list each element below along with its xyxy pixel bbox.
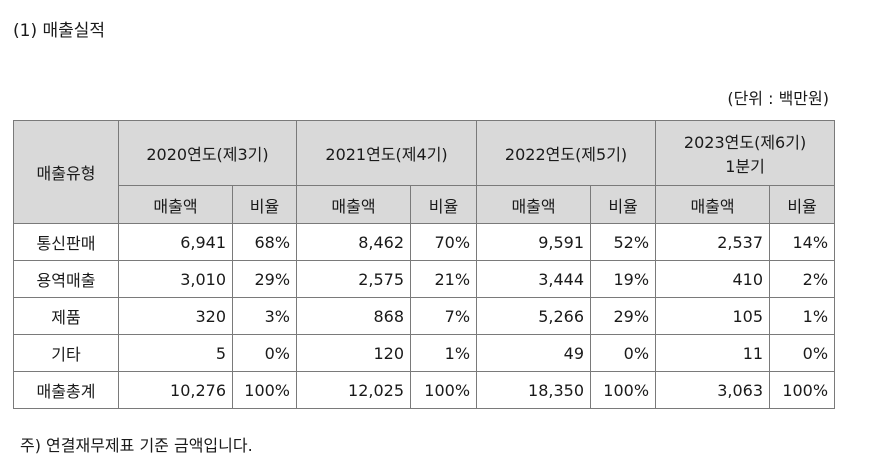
period-header-row: 매출유형 2020연도(제3기) 2021연도(제4기) 2022연도(제5기)… — [13, 120, 836, 224]
period-header-2022: 2022연도(제5기) — [476, 120, 657, 186]
sales-type-cell: 제품 — [13, 297, 119, 335]
section-title: (1) 매출실적 — [13, 21, 106, 41]
ratio-cell: 29% — [590, 297, 657, 335]
amount-cell: 3,063 — [655, 371, 771, 409]
amount-header: 매출액 — [296, 185, 412, 224]
ratio-cell: 14% — [769, 223, 836, 261]
table-row: 제품 320 3% 868 7% 5,266 29% 105 1% — [13, 297, 836, 335]
amount-cell: 3,010 — [118, 260, 233, 298]
ratio-cell: 2% — [769, 260, 836, 298]
unit-note: (단위 : 백만원) — [727, 89, 829, 108]
amount-cell: 320 — [118, 297, 233, 335]
amount-cell: 120 — [296, 334, 412, 372]
amount-cell: 5,266 — [476, 297, 592, 335]
amount-header: 매출액 — [655, 185, 771, 224]
ratio-cell: 21% — [410, 260, 478, 298]
total-row: 매출총계 10,276 100% 12,025 100% 18,350 100%… — [13, 371, 836, 409]
ratio-cell: 100% — [231, 371, 298, 409]
footnote: 주) 연결재무제표 기준 금액입니다. — [20, 436, 253, 455]
ratio-header: 비율 — [590, 185, 657, 224]
amount-cell: 11 — [655, 334, 771, 372]
amount-cell: 8,462 — [296, 223, 412, 261]
period-header-2023-q1: 2023연도(제6기) 1분기 — [655, 120, 836, 186]
ratio-cell: 52% — [590, 223, 657, 261]
table-row: 기타 5 0% 120 1% 49 0% 11 0% — [13, 334, 836, 372]
amount-header: 매출액 — [118, 185, 233, 224]
table-row: 통신판매 6,941 68% 8,462 70% 9,591 52% 2,537… — [13, 223, 836, 261]
sales-type-cell: 통신판매 — [13, 223, 119, 261]
sales-type-cell: 용역매출 — [13, 260, 119, 298]
amount-cell: 105 — [655, 297, 771, 335]
ratio-header: 비율 — [231, 185, 298, 224]
ratio-cell: 68% — [231, 223, 298, 261]
ratio-cell: 0% — [231, 334, 298, 372]
amount-header: 매출액 — [476, 185, 592, 224]
sales-type-cell: 매출총계 — [13, 371, 119, 409]
amount-cell: 9,591 — [476, 223, 592, 261]
ratio-cell: 70% — [410, 223, 478, 261]
ratio-cell: 0% — [590, 334, 657, 372]
amount-cell: 12,025 — [296, 371, 412, 409]
amount-cell: 868 — [296, 297, 412, 335]
ratio-cell: 7% — [410, 297, 478, 335]
ratio-header: 비율 — [769, 185, 836, 224]
ratio-cell: 1% — [410, 334, 478, 372]
amount-cell: 2,537 — [655, 223, 771, 261]
ratio-cell: 0% — [769, 334, 836, 372]
amount-cell: 10,276 — [118, 371, 233, 409]
amount-cell: 6,941 — [118, 223, 233, 261]
sub-header-row: 매출액 비율 매출액 비율 매출액 비율 매출액 비율 — [14, 185, 836, 224]
amount-cell: 18,350 — [476, 371, 592, 409]
period-header-2020: 2020연도(제3기) — [117, 120, 298, 186]
ratio-header: 비율 — [410, 185, 478, 224]
ratio-cell: 1% — [769, 297, 836, 335]
ratio-cell: 29% — [231, 260, 298, 298]
table-row: 용역매출 3,010 29% 2,575 21% 3,444 19% 410 2… — [13, 260, 836, 298]
amount-cell: 410 — [655, 260, 771, 298]
ratio-cell: 100% — [769, 371, 836, 409]
ratio-cell: 3% — [231, 297, 298, 335]
amount-cell: 49 — [476, 334, 592, 372]
amount-cell: 5 — [118, 334, 233, 372]
ratio-cell: 100% — [410, 371, 478, 409]
period-header-2023-line1: 2023연도(제6기) — [683, 133, 807, 152]
sales-table: 매출유형 2020연도(제3기) 2021연도(제4기) 2022연도(제5기)… — [13, 120, 836, 409]
period-header-2023-line2: 1분기 — [725, 157, 765, 176]
sales-type-header: 매출유형 — [13, 120, 119, 224]
ratio-cell: 100% — [590, 371, 657, 409]
period-header-2021: 2021연도(제4기) — [296, 120, 478, 186]
ratio-cell: 19% — [590, 260, 657, 298]
amount-cell: 2,575 — [296, 260, 412, 298]
amount-cell: 3,444 — [476, 260, 592, 298]
sales-type-cell: 기타 — [13, 334, 119, 372]
